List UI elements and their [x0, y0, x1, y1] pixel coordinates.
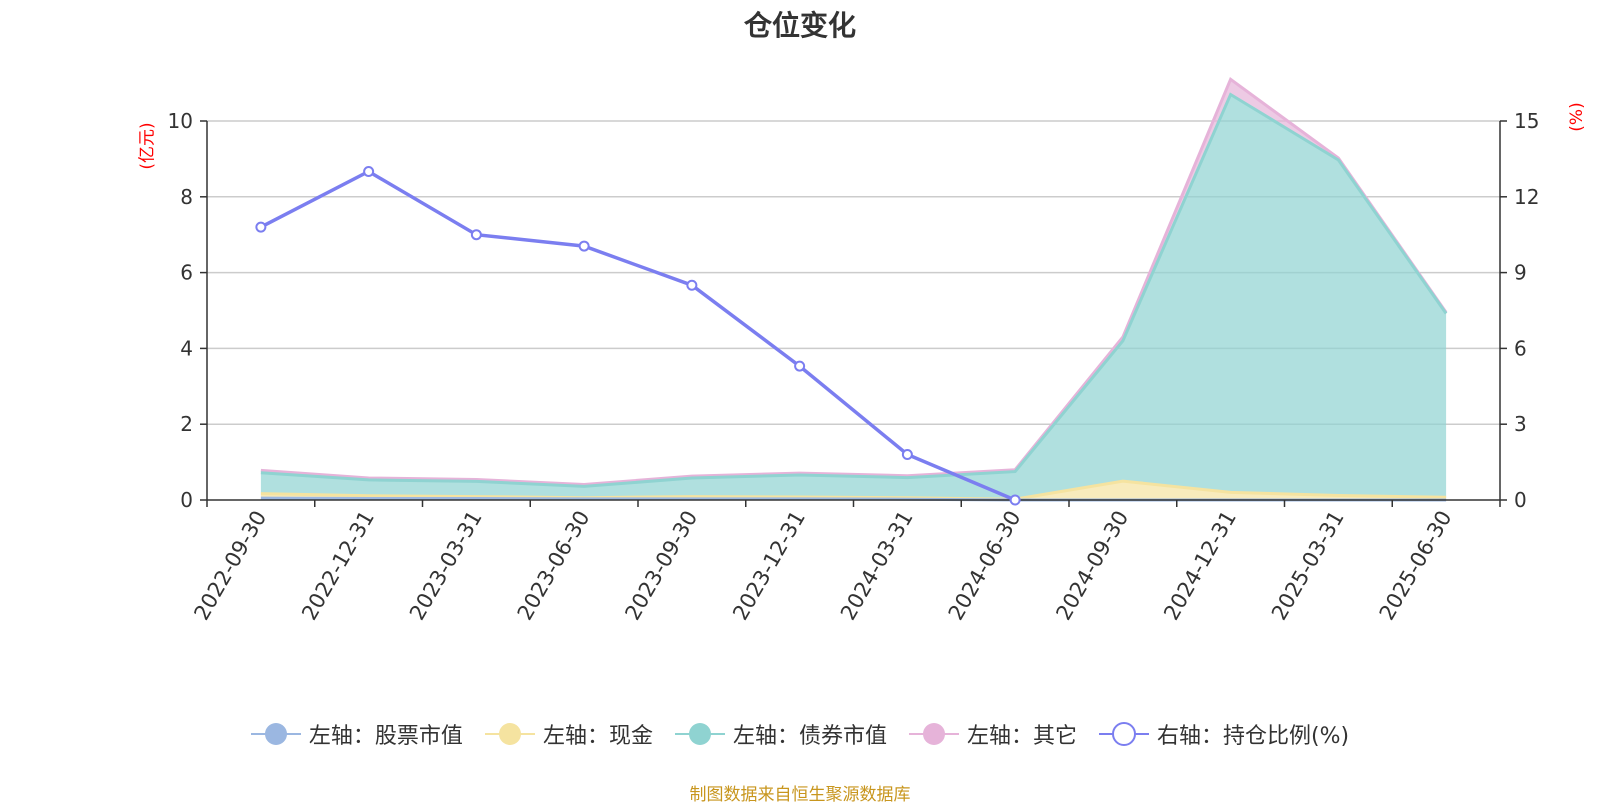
legend-symbol-icon: [1098, 722, 1149, 746]
legend-label: 左轴：股票市值: [308, 724, 463, 749]
left-axis-tick-label: 8: [180, 185, 193, 209]
left-axis-tick-label: 0: [180, 488, 193, 512]
bond-value-area: [260, 94, 1447, 500]
legend-item[interactable]: 左轴：股票市值: [250, 718, 463, 750]
holding-ratio-point: [470, 229, 482, 241]
right-axis-tick-label: 15: [1514, 109, 1539, 133]
x-axis-tick-label: 2023-06-30: [513, 507, 595, 625]
right-axis-tick-label: 12: [1514, 185, 1539, 209]
source-note: 制图数据来自恒生聚源数据库: [689, 785, 911, 805]
legend-label: 左轴：其它: [966, 724, 1077, 749]
legend-symbol-icon: [908, 723, 959, 745]
legend-symbol-icon: [250, 723, 301, 745]
x-axis-tick-label: 2022-09-30: [189, 507, 271, 625]
chart-title: 仓位变化: [743, 9, 856, 42]
x-axis-tick-label: 2023-03-31: [405, 507, 487, 625]
left-axis-tick-label: 10: [168, 109, 193, 133]
legend-symbol-icon: [674, 723, 725, 745]
x-axis-tick-label: 2025-06-30: [1375, 507, 1457, 625]
x-axis-tick-label: 2024-09-30: [1051, 507, 1133, 625]
chart-plot: 0 2 4 6 8 10 0 3 6 9 12 15 2022-09-30 2022-12-31 2023-…: [168, 76, 1539, 625]
legend-label: 左轴：债券市值: [732, 724, 887, 749]
holding-ratio-point: [363, 166, 375, 178]
x-axis-tick-label: 2023-12-31: [728, 507, 810, 625]
cash-area-line: [260, 479, 1447, 501]
x-axis-tick-label: 2024-06-30: [944, 507, 1026, 625]
x-axis-tick-label: 2023-09-30: [620, 507, 702, 625]
x-axis-tick-label: 2024-12-31: [1159, 507, 1241, 625]
left-axis-tick-label: 2: [180, 412, 193, 436]
legend-item[interactable]: 左轴：现金: [484, 718, 653, 750]
holding-ratio-point: [578, 240, 590, 252]
right-axis-tick-label: 9: [1514, 261, 1527, 285]
holding-ratio-point: [255, 221, 267, 233]
right-axis-tick-label: 6: [1514, 336, 1527, 360]
left-axis-tick-label: 4: [180, 336, 193, 360]
legend-label: 左轴：现金: [542, 724, 653, 749]
holding-ratio-point: [686, 279, 698, 291]
legend-item[interactable]: 左轴：其它: [908, 718, 1077, 750]
holding-ratio-point: [794, 360, 806, 372]
x-axis-tick-label: 2025-03-31: [1267, 507, 1349, 625]
left-axis-tick-label: 6: [180, 261, 193, 285]
x-axis-tick-label: 2024-03-31: [836, 507, 918, 625]
legend-label: 右轴：持仓比例(%): [1156, 724, 1350, 749]
legend-item[interactable]: 右轴：持仓比例(%): [1098, 718, 1350, 750]
holding-ratio-point: [1009, 494, 1021, 506]
right-axis-tick-label: 0: [1514, 488, 1527, 512]
legend-item[interactable]: 左轴：债券市值: [674, 718, 887, 750]
holding-ratio-point: [901, 449, 913, 461]
cash-area: [260, 481, 1447, 500]
x-axis-tick-label: 2022-12-31: [297, 507, 379, 625]
bond-value-area-line: [260, 92, 1448, 488]
legend-symbol-icon: [484, 723, 535, 745]
other-area-line: [260, 76, 1448, 487]
holding-ratio-line: [260, 169, 1016, 502]
right-axis-tick-label: 3: [1514, 412, 1527, 436]
chart-legend: 左轴：股票市值 左轴：现金 左轴：债券市值 左轴：其它 右轴：持仓比例(%): [0, 718, 1600, 750]
